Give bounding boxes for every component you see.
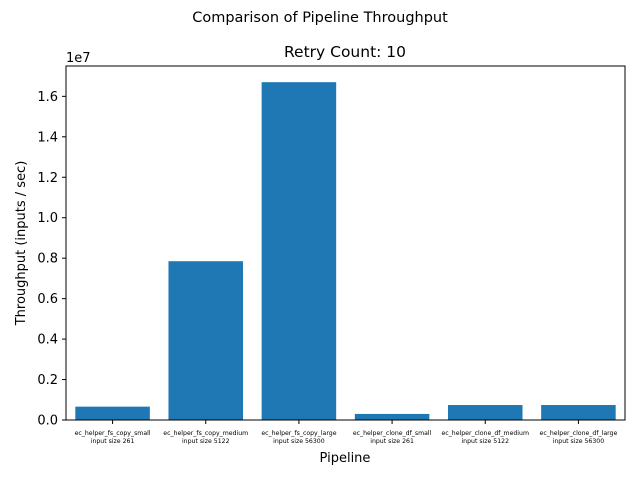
bar-2 — [168, 261, 244, 420]
x-tick-label-2: ec_helper_fs_copy_medium input size 5122 — [163, 430, 248, 445]
x-tick-label-size: input size 5122 — [461, 438, 509, 445]
chart-suptitle: Comparison of Pipeline Throughput — [192, 10, 448, 26]
plot-frame — [65, 65, 626, 421]
x-tick-label-name: ec_helper_fs_copy_medium — [163, 430, 248, 437]
x-tick-label-3: ec_helper_fs_copy_large input size 56300 — [261, 430, 336, 445]
x-tick-label-size: input size 56300 — [273, 438, 325, 445]
y-tick-label-1: 0.0 — [37, 414, 58, 429]
x-tick-label-size: input size 56300 — [553, 438, 605, 445]
bar-5 — [447, 405, 523, 420]
x-tick-label-5: ec_helper_clone_df_medium input size 5122 — [442, 430, 529, 445]
x-axis-label: Pipeline — [320, 451, 371, 466]
y-tick-label-2: 0.2 — [37, 373, 58, 388]
y-axis-label: Throughput (inputs / sec) — [14, 161, 29, 327]
x-tick-label-6: ec_helper_clone_df_large input size 56300 — [540, 430, 618, 445]
x-tick-label-4: ec_helper_clone_df_small input size 261 — [353, 430, 432, 445]
y-tick-label-3: 0.4 — [37, 333, 58, 348]
y-tick-label-7: 1.2 — [37, 171, 58, 186]
y-tick-label-8: 1.4 — [37, 130, 58, 145]
bar-1 — [75, 406, 150, 420]
y-tick-label-6: 1.0 — [37, 211, 58, 226]
x-tick-label-size: input size 5122 — [182, 438, 230, 445]
x-tick-label-1: ec_helper_fs_copy_small input size 261 — [75, 430, 151, 445]
bar-3 — [261, 82, 337, 421]
x-tick-label-name: ec_helper_fs_copy_small — [75, 430, 151, 437]
y-tick-label-5: 0.8 — [37, 252, 58, 267]
y-tick-label-9: 1.6 — [37, 90, 58, 105]
bar-4 — [354, 413, 430, 420]
x-tick-label-name: ec_helper_fs_copy_large — [261, 430, 336, 437]
y-tick-label-4: 0.6 — [37, 292, 58, 307]
chart-title: Retry Count: 10 — [284, 43, 406, 61]
bar-6 — [541, 405, 616, 420]
x-tick-label-size: input size 261 — [91, 438, 135, 445]
x-tick-label-name: ec_helper_clone_df_medium — [442, 430, 529, 437]
x-tick-label-name: ec_helper_clone_df_large — [540, 430, 618, 437]
x-tick-label-size: input size 261 — [370, 438, 414, 445]
plot-area: ec_helper_fs_copy_small input size 261ec_… — [37, 82, 617, 445]
y-axis-offset-label: 1e7 — [66, 51, 91, 66]
x-tick-label-name: ec_helper_clone_df_small — [353, 430, 432, 437]
